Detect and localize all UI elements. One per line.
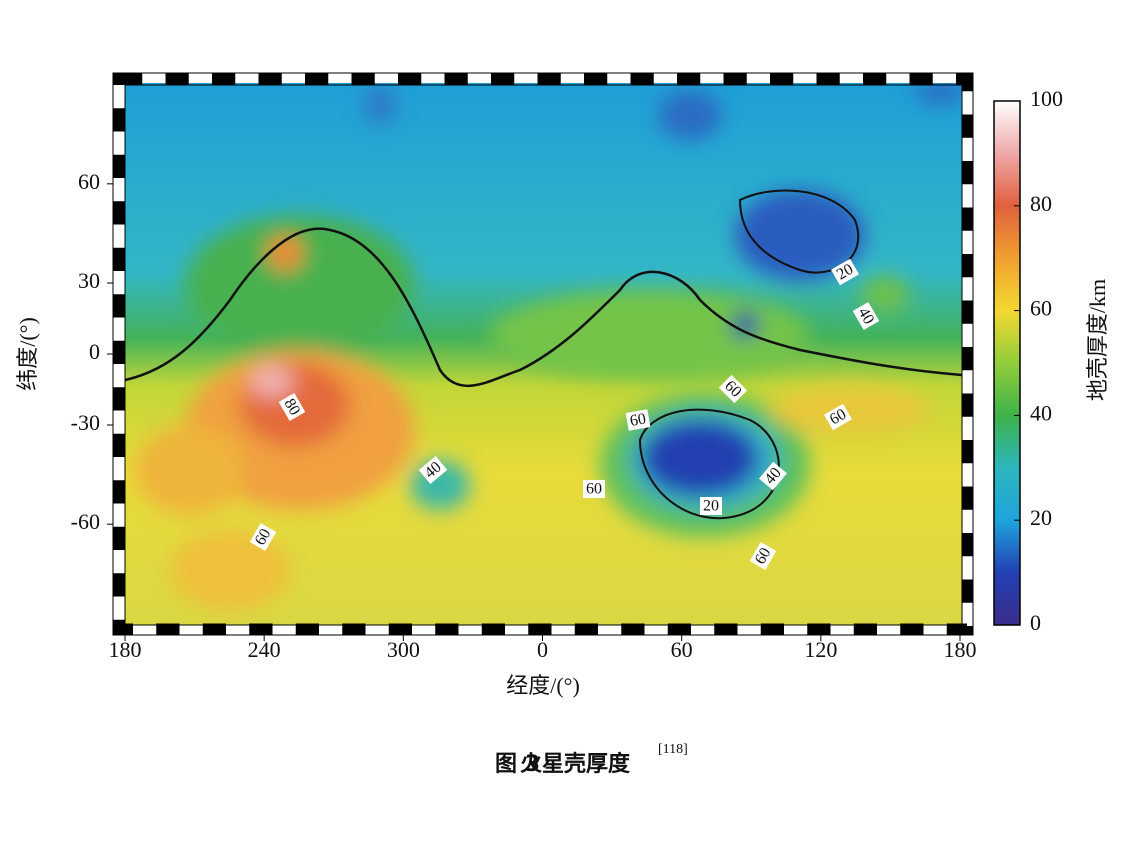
contour-label-text: 60 [752,545,775,567]
colorbar-tick-label: 60 [1030,296,1052,321]
contour-label-text: 60 [586,481,602,498]
contour-label: 60 [583,480,605,498]
contour-label-box [852,301,880,331]
colorbar-tick-label: 40 [1030,400,1052,425]
map-image [125,83,962,625]
colorbar-tick-label: 80 [1030,191,1052,216]
contour-label: 60 [625,409,651,431]
contour-label: 40 [759,461,787,491]
contour-label-box [583,480,605,498]
contour-label-text: 40 [854,305,877,327]
y-tick-label: 30 [78,268,100,293]
y-tick-label: 0 [89,339,100,364]
y-tick-label: 60 [78,169,100,194]
contour-label-text: 20 [834,261,856,284]
caption-title: 火星壳厚度 [520,751,631,777]
x-tick-label: 180 [944,637,977,662]
contour-label: 20 [830,258,860,286]
x-tick-label: 60 [671,637,693,662]
contour-label: 60 [823,403,853,431]
contour-label-box [830,258,860,286]
contour-label-text: 60 [252,526,275,548]
contour-label-text: 60 [827,406,849,429]
contour-label-box [625,409,651,431]
caption-ref: [118] [658,742,688,757]
y-tick-label: -30 [71,410,100,435]
contour-label: 80 [278,392,306,422]
map-inner-border [124,84,963,626]
contour-label-box [823,403,853,431]
x-axis-label: 经度/(°) [506,673,580,698]
contour-label-box [249,522,277,552]
contour-label-text: 20 [703,498,719,515]
caption-figure: 图 3 [495,752,540,777]
x-tick-label: 120 [804,637,837,662]
map-frame [113,73,973,635]
contour-label-box [749,541,777,571]
y-tick-label: -60 [71,509,100,534]
contour-label-box [418,456,448,484]
x-tick-label: 0 [537,637,548,662]
x-tick-label: 300 [387,637,420,662]
colorbar-tick-label: 100 [1030,86,1063,111]
x-tick-label: 240 [248,637,281,662]
contour-label: 60 [718,374,748,404]
contour-label-box [278,392,306,422]
contour-label-text: 80 [280,396,303,418]
x-tick-label: 180 [109,637,142,662]
contour-label: 40 [418,456,448,484]
colorbar-label: 地壳厚度/km [1085,279,1110,401]
contour-label: 20 [700,497,722,515]
colorbar [993,100,1021,626]
contour-label: 60 [249,522,277,552]
colorbar-tick-label: 0 [1030,610,1041,635]
colorbar-tick-label: 20 [1030,505,1052,530]
contour-label: 40 [852,301,880,331]
contour-label-text: 60 [629,410,648,430]
contour-label-box [718,374,748,404]
y-axis-label: 纬度/(°) [15,317,40,391]
contour-label: 60 [749,541,777,571]
contour-label-box [700,497,722,515]
contour-label-box [759,461,787,491]
